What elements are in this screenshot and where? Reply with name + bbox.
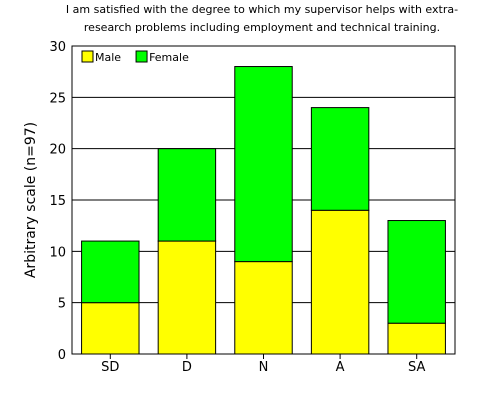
y-tick-labels: 0 5 10 15 20 25 30 (49, 40, 66, 363)
x-tick-label: SA (408, 360, 425, 375)
legend: Male Female (81, 50, 189, 64)
bar-male-sd (81, 302, 140, 355)
plot-frame (71, 45, 456, 355)
y-tick-label: 25 (49, 91, 66, 106)
x-tick-label: D (182, 360, 192, 375)
bars (81, 66, 446, 355)
y-axis-label: Arbitrary scale (n=97) (23, 122, 39, 278)
x-tick-labels: SD D N A SA (101, 354, 425, 375)
x-tick-label: SD (101, 360, 119, 375)
x-tick-label: A (336, 360, 345, 375)
legend-label-female: Female (149, 51, 189, 64)
bar-female-sd (81, 240, 140, 304)
bar-female-n (234, 66, 293, 263)
bar-female-d (157, 148, 217, 242)
bar-female-a (310, 107, 370, 211)
chart-subtitle: research problems including employment a… (84, 21, 440, 34)
legend-swatch-male (81, 50, 94, 63)
chart-title: I am satisfied with the degree to which … (66, 3, 458, 16)
y-tick-label: 10 (49, 245, 66, 260)
legend-swatch-female (135, 50, 148, 63)
legend-label-male: Male (95, 51, 121, 64)
y-tick-label: 20 (49, 143, 66, 158)
x-tick-label: N (259, 360, 269, 375)
y-tick-label: 30 (49, 40, 66, 55)
bar-male-sa (387, 322, 446, 355)
y-tick-label: 0 (58, 348, 66, 363)
y-tick-label: 15 (49, 194, 66, 209)
bar-male-a (310, 209, 370, 355)
bar-female-sa (387, 220, 446, 324)
bar-male-d (157, 240, 217, 355)
y-tick-label: 5 (58, 297, 66, 312)
bar-male-n (234, 261, 293, 355)
